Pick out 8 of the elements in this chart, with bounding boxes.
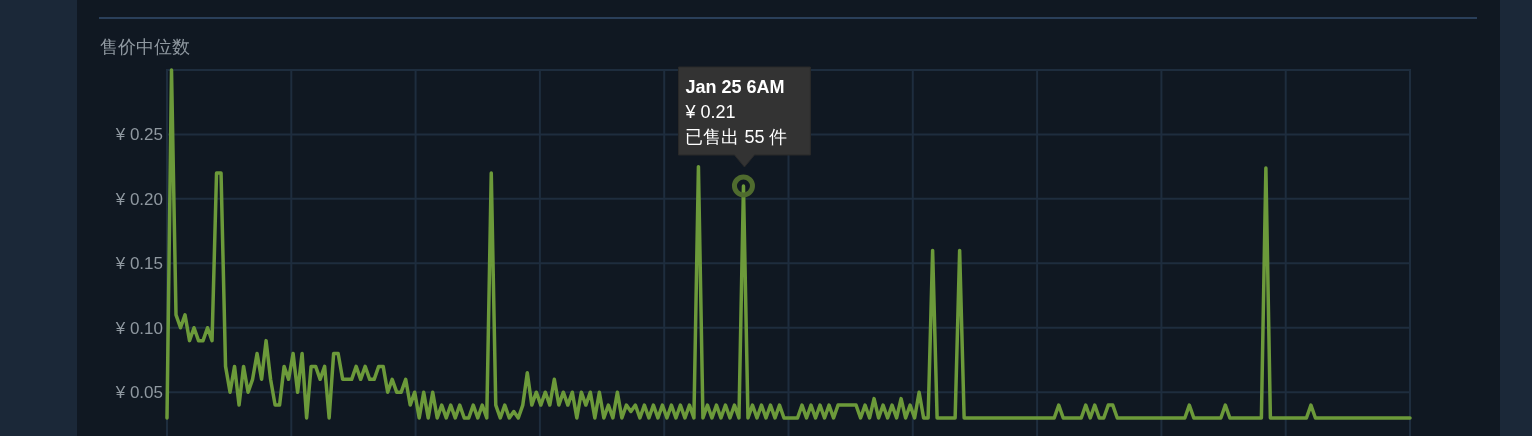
chart-title: 售价中位数 — [100, 37, 190, 57]
y-tick-label: ¥ 0.05 — [114, 383, 163, 403]
y-tick-label: ¥ 0.20 — [114, 189, 163, 209]
y-tick-label: ¥ 0.10 — [114, 318, 163, 338]
annotation: Jan 25 6AM ¥ 0.21 已售出 55 件 — [677, 66, 811, 198]
y-tick-label: ¥ 0.15 — [114, 254, 163, 274]
annotation: Jan 25 6AM ¥ 0.21 已售出 55 件 — [684, 76, 788, 147]
y-tick-label: ¥ 0.25 — [114, 125, 163, 145]
